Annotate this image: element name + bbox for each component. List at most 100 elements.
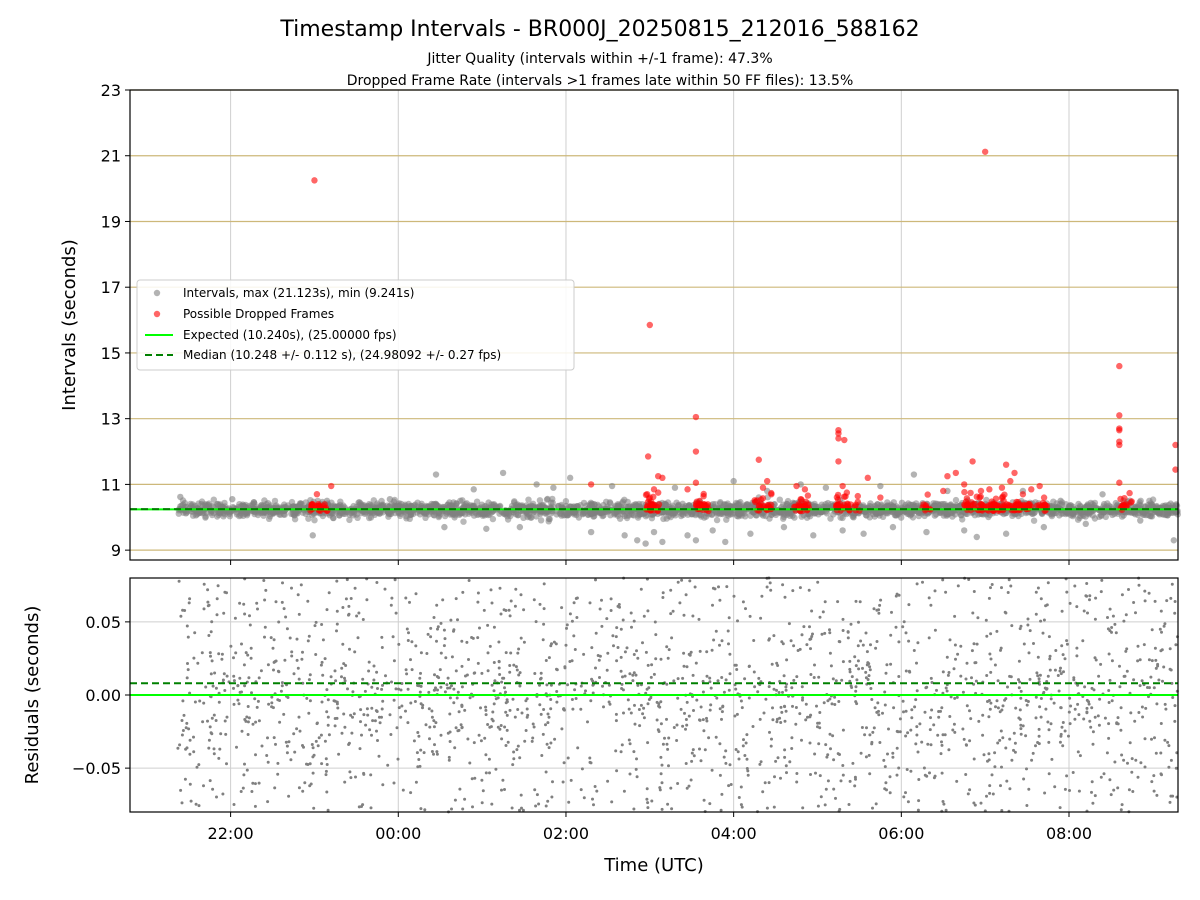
residual-point [841,660,845,664]
residual-point [259,669,263,673]
residual-point [1027,787,1031,791]
residual-point [503,788,506,791]
residual-point [310,743,314,746]
residual-point [626,698,630,702]
residual-point [546,712,550,716]
residual-point [335,702,339,706]
residual-point [476,636,480,640]
residual-point [247,676,251,680]
residual-point [433,673,436,677]
residual-point [245,768,249,772]
residual-point [234,651,238,655]
residual-point [362,771,366,775]
interval-outlier-point [483,525,490,532]
dropped-frame-point [320,502,327,510]
residual-point [333,724,337,728]
residual-point [255,705,259,709]
residual-point [705,719,709,723]
residual-point [493,679,497,683]
residual-point [217,652,221,656]
residual-point [872,607,876,611]
residual-point [499,612,503,616]
residual-point [307,634,311,638]
residual-point [801,806,805,810]
residual-point [924,686,928,690]
residual-point [757,676,761,680]
residual-point [519,636,523,640]
residual-point [684,727,687,731]
residual-point [744,741,748,745]
residual-point [326,723,330,727]
residual-point [414,592,418,596]
residual-point [746,769,750,773]
residual-point [1082,609,1086,613]
residual-point [1042,618,1046,622]
residual-point [705,674,709,678]
residual-point [421,706,424,710]
interval-point [624,498,631,506]
residual-point [539,677,542,681]
residual-point [1017,686,1021,690]
residual-point [201,720,205,724]
residual-point [197,763,201,767]
residual-point [968,788,972,792]
residual-point [864,676,868,680]
intervals-y-label: Intervals (seconds) [59,239,80,411]
interval-outlier-point [1040,523,1048,531]
residual-point [1169,596,1173,600]
residual-point [933,628,937,632]
residual-point [929,603,933,607]
residual-point [1008,737,1012,741]
residual-point [632,750,636,754]
interval-point [570,509,577,517]
residual-point [808,741,812,745]
residual-point [875,608,879,612]
interval-point [202,513,209,520]
interval-point [370,497,377,504]
residual-point [542,622,546,626]
residual-point [788,760,792,764]
residual-point [784,709,788,713]
residual-point [341,606,345,609]
residual-point [460,639,464,643]
interval-outlier-point [889,523,897,531]
residual-point [448,696,452,700]
residual-point [1032,642,1035,645]
residual-point [841,728,845,732]
residual-point [236,684,240,688]
residual-point [560,606,564,610]
residual-point [180,719,184,722]
residual-point [509,651,513,655]
dropped-frame-point [755,502,763,509]
residual-point [1091,801,1095,805]
residual-point [775,661,779,665]
residual-point [1147,591,1151,595]
residual-point [883,703,887,707]
residual-point [759,616,763,620]
residual-point [988,791,992,795]
residual-point [735,712,739,716]
residual-point [208,725,212,729]
residual-point [443,690,447,694]
dropped-frame-point [700,493,707,500]
residual-point [1025,767,1028,771]
residual-point [343,679,347,683]
residual-point [823,803,827,807]
residual-point [676,677,680,681]
residual-point [524,729,528,732]
residual-point [1091,742,1095,746]
residual-point [335,609,339,613]
residual-point [571,707,575,711]
residual-point [633,722,637,726]
residual-point [767,781,771,785]
residual-point [734,687,738,691]
residual-point [564,643,568,647]
residual-point [620,743,624,747]
interval-point [713,516,721,524]
residual-point [901,699,905,703]
residual-point [784,764,788,768]
interval-outlier-point [516,523,524,531]
dropped-frame-point [797,495,804,503]
residual-point [724,761,728,765]
residual-point [914,742,918,746]
